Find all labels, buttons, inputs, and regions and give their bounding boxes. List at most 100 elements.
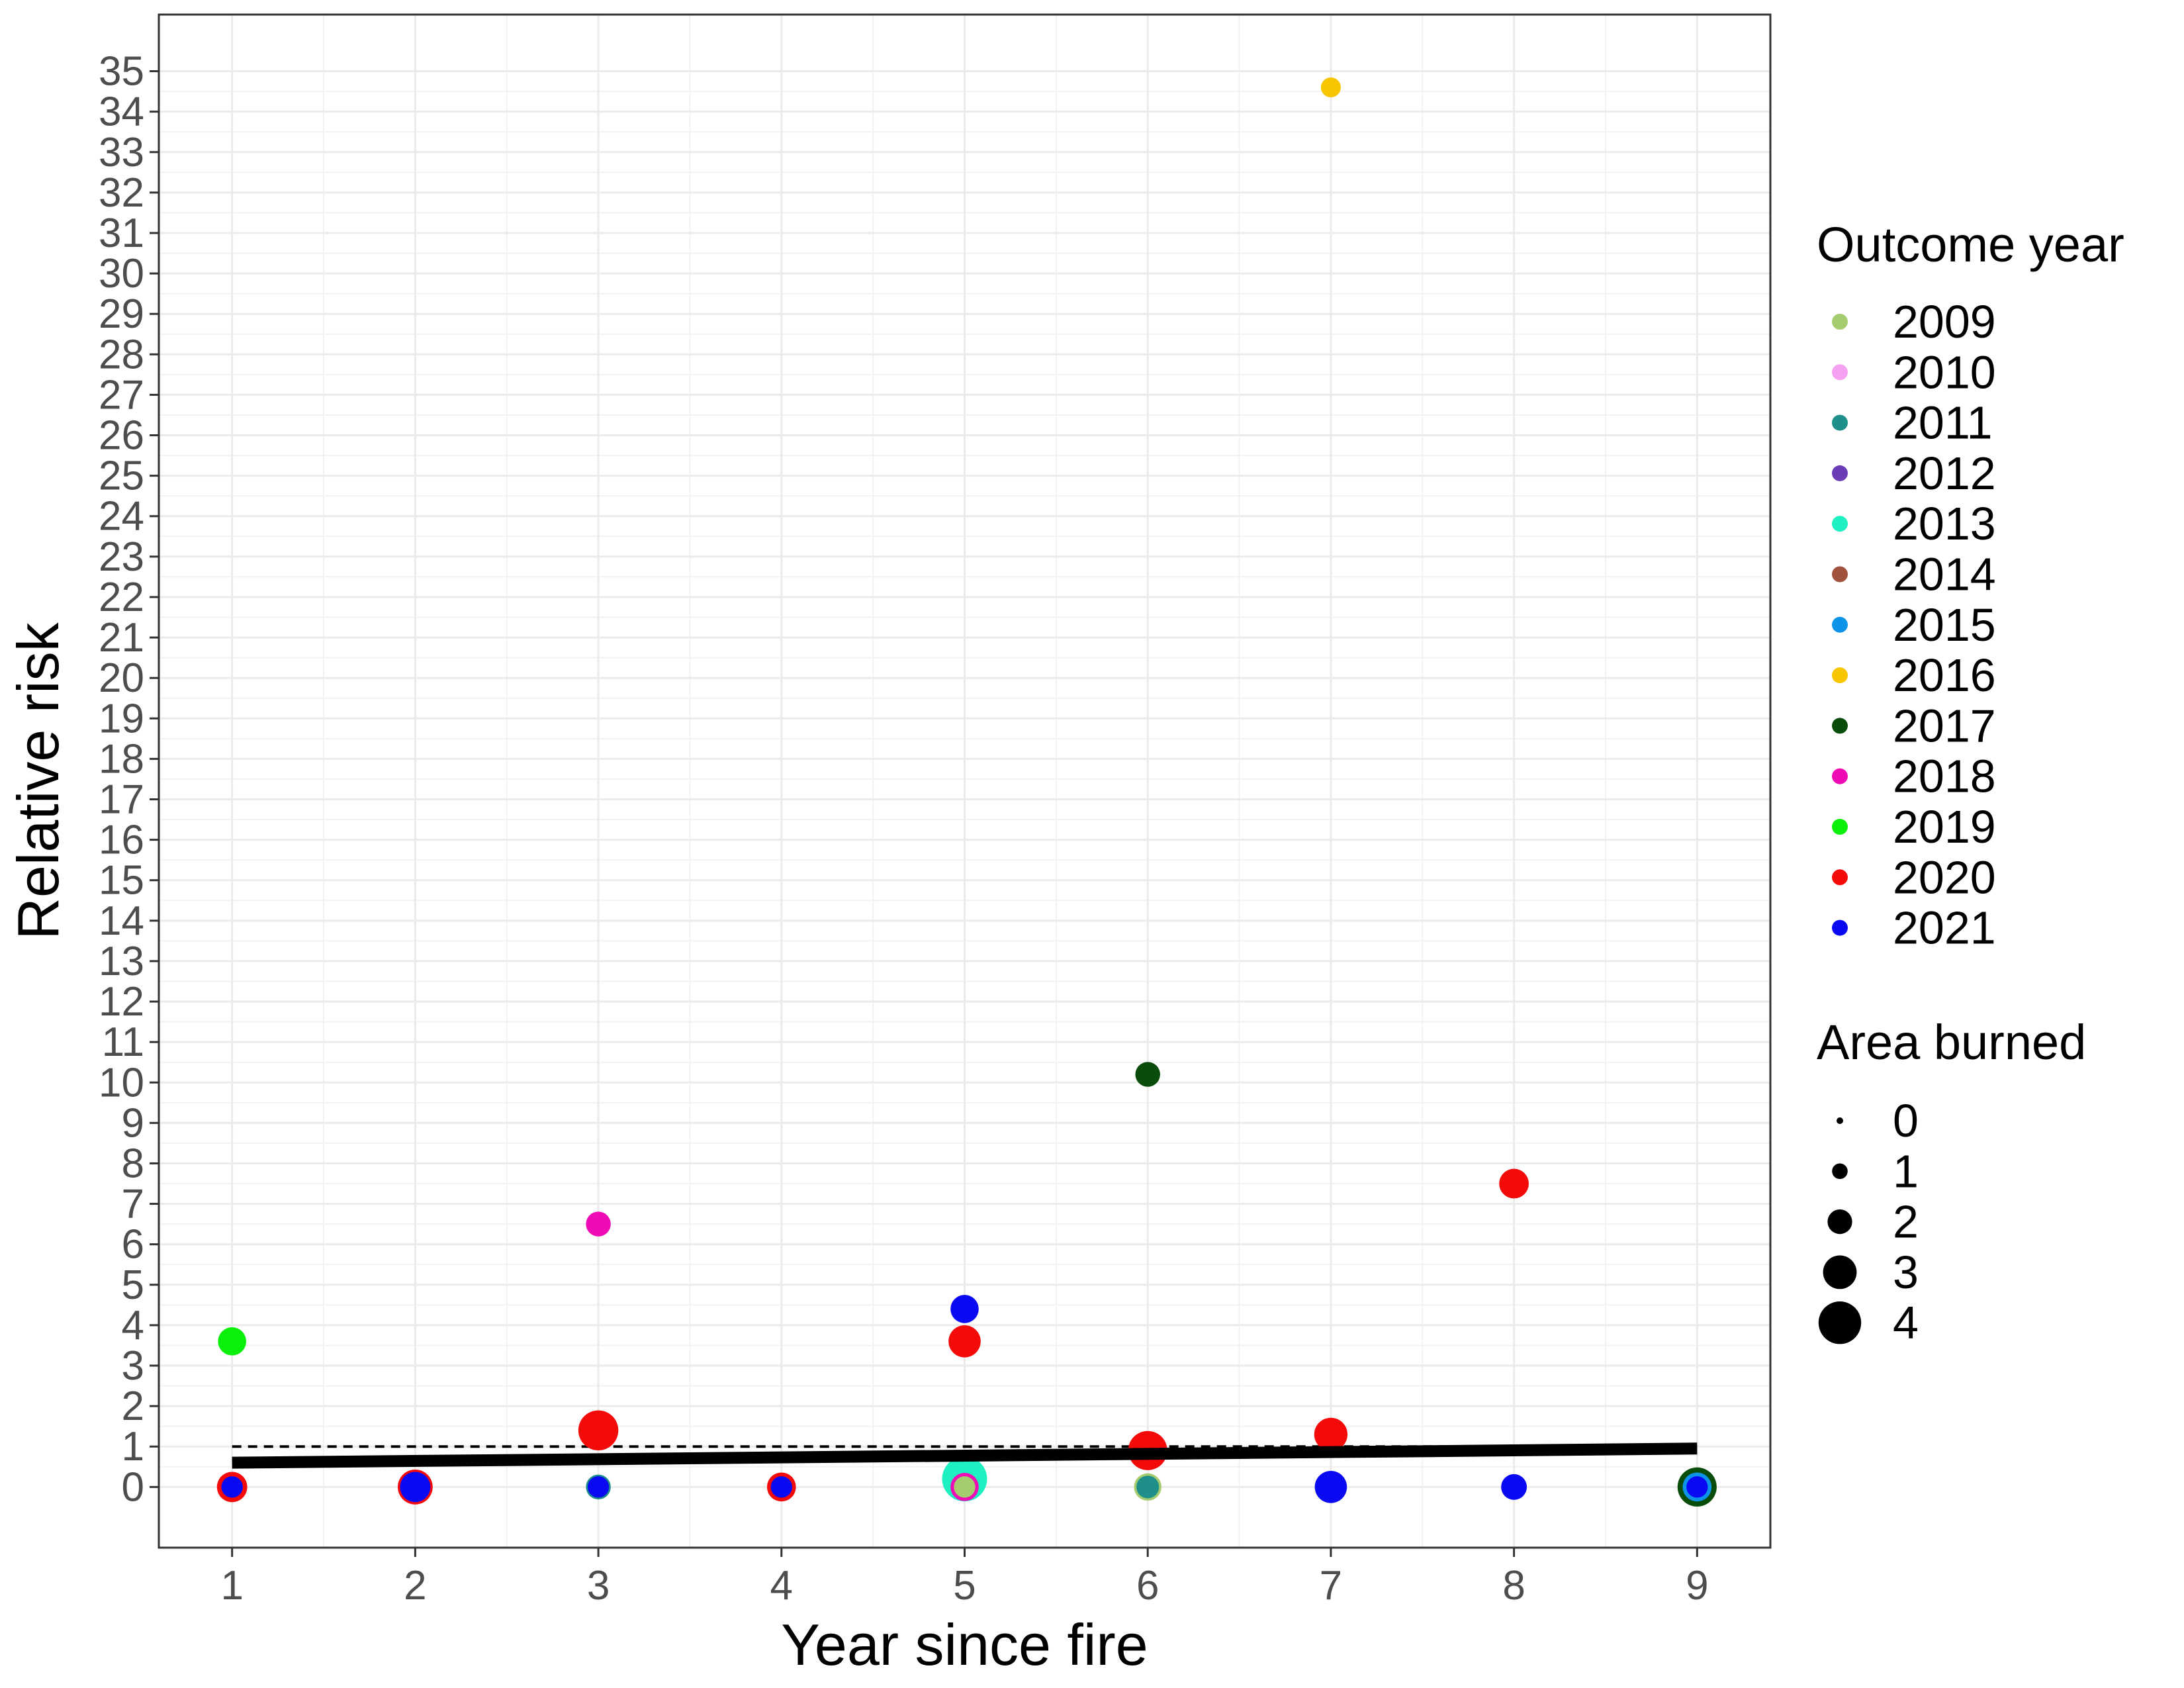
data-point-2020 [1499,1168,1529,1199]
y-tick-label: 32 [99,170,144,216]
data-point-2021 [770,1476,792,1498]
y-tick-label: 21 [99,615,144,661]
y-tick-label: 31 [99,211,144,256]
x-axis: 1 2 3 4 5 6 7 8 9 [220,1548,1709,1609]
x-tick-label: 9 [1686,1563,1708,1609]
size-key-2 [1827,1209,1852,1235]
legend-key-2011 [1832,414,1848,431]
y-tick-label: 18 [99,736,144,782]
y-tick-label: 1 [122,1424,144,1470]
y-tick-label: 30 [99,251,144,297]
legend-label-2016: 2016 [1893,649,1996,701]
legend-label-2011: 2011 [1893,397,1993,449]
y-tick-label: 27 [99,372,144,418]
legend-label-2021: 2021 [1893,902,1996,954]
data-point-2021 [587,1476,610,1498]
y-tick-label: 19 [99,696,144,741]
outcome-year-legend-title: Outcome year [1817,217,2124,272]
y-tick-label: 9 [122,1100,144,1146]
size-label-4: 4 [1893,1297,1919,1348]
x-tick-label: 5 [953,1563,976,1609]
legend-label-2019: 2019 [1893,801,1996,853]
y-tick-label: 14 [99,898,144,944]
data-points [216,77,1717,1507]
y-tick-label: 5 [122,1262,144,1308]
data-point-2021 [1501,1474,1527,1500]
legend-key-2009 [1832,314,1848,330]
y-tick-label: 35 [99,49,144,95]
x-tick-label: 7 [1320,1563,1342,1609]
legend-key-2013 [1832,516,1848,532]
legend-key-2016 [1832,667,1848,684]
size-key-0 [1837,1117,1843,1124]
data-point-2009 [954,1476,976,1498]
legend-key-2020 [1832,869,1848,886]
y-tick-label: 11 [102,1019,144,1065]
area-burned-legend-title: Area burned [1817,1015,2086,1070]
x-tick-label: 8 [1502,1563,1525,1609]
legend-key-2014 [1832,566,1848,583]
trend-line [232,1442,1698,1469]
y-tick-label: 10 [99,1060,144,1105]
data-point-2018 [586,1211,611,1237]
size-label-1: 1 [1893,1145,1919,1197]
x-axis-title: Year since fire [781,1612,1148,1677]
y-tick-label: 33 [99,130,144,175]
size-key-1 [1832,1163,1848,1180]
y-tick-label: 34 [99,89,144,135]
legend-key-2010 [1832,364,1848,381]
y-tick-label: 22 [99,575,144,620]
y-tick-label: 25 [99,453,144,499]
y-axis-title: Relative risk [5,622,71,939]
y-tick-label: 0 [122,1464,144,1510]
data-point-2021 [950,1295,979,1323]
y-tick-label: 2 [122,1383,144,1429]
size-label-2: 2 [1893,1196,1919,1248]
data-point-2020 [578,1410,619,1451]
data-point-2020 [1314,1417,1348,1452]
size-key-4 [1818,1301,1862,1344]
size-key-3 [1823,1255,1857,1289]
data-point-2016 [1320,77,1341,98]
x-tick-label: 1 [220,1563,243,1609]
legend-key-2018 [1832,768,1848,784]
y-tick-label: 12 [99,979,144,1025]
y-tick-label: 24 [99,494,144,539]
legend-key-2019 [1832,819,1848,835]
legend-key-2017 [1832,718,1848,734]
y-tick-label: 6 [122,1222,144,1268]
data-point-2021 [1314,1471,1347,1503]
x-tick-label: 4 [770,1563,793,1609]
y-tick-label: 4 [122,1303,144,1348]
x-tick-label: 2 [404,1563,426,1609]
data-point-2021 [221,1476,243,1498]
y-tick-label: 23 [99,534,144,580]
legend-label-2012: 2012 [1893,447,1996,499]
legend-label-2010: 2010 [1893,346,1996,398]
legend-label-2017: 2017 [1893,700,1996,751]
y-tick-label: 3 [122,1343,144,1389]
legend-label-2009: 2009 [1893,296,1996,348]
data-point-2019 [218,1327,246,1356]
data-point-2020 [948,1325,981,1358]
size-label-3: 3 [1893,1246,1919,1298]
y-tick-label: 28 [99,332,144,377]
y-tick-label: 15 [99,858,144,904]
y-tick-label: 26 [99,413,144,459]
y-tick-label: 8 [122,1141,144,1186]
legend-key-2021 [1832,919,1848,936]
data-point-2011 [1136,1476,1160,1499]
y-tick-label: 13 [99,939,144,984]
legend-label-2020: 2020 [1893,851,1996,903]
legend-key-2012 [1832,465,1848,481]
x-tick-label: 6 [1136,1563,1159,1609]
legend-label-2013: 2013 [1893,498,1996,549]
y-axis: 0123456789101112131415161718192021222324… [99,49,159,1510]
size-label-0: 0 [1893,1095,1919,1147]
y-tick-label: 29 [99,291,144,337]
outcome-year-legend: Outcome year 200920102011201220132014201… [1817,217,2124,954]
y-tick-label: 17 [99,776,144,822]
legend-label-2015: 2015 [1893,599,1996,651]
